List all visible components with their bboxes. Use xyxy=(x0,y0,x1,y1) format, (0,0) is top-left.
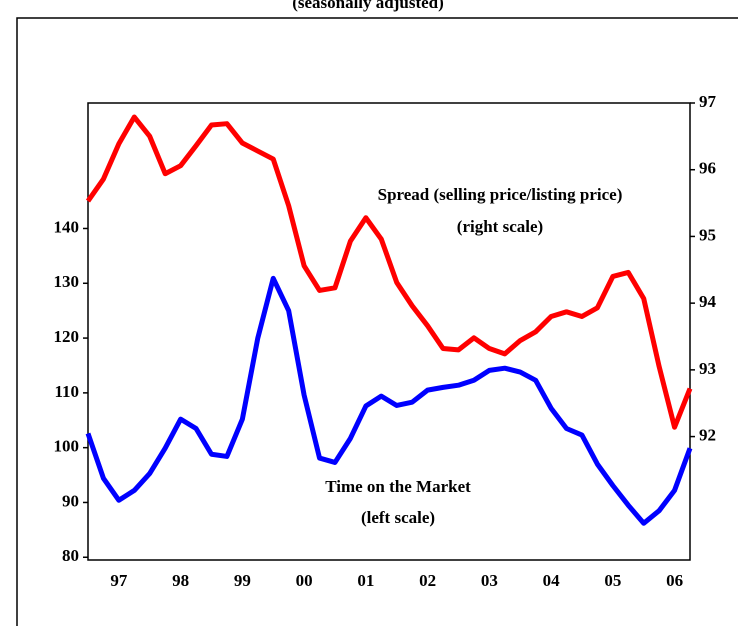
series-line xyxy=(85,114,693,430)
x-tick-label: 05 xyxy=(604,571,621,590)
y-tick-label: 100 xyxy=(54,437,80,456)
x-tick-label: 97 xyxy=(110,571,128,590)
annotation: Spread (selling price/listing price) xyxy=(378,185,623,204)
x-tick-label: 04 xyxy=(543,571,561,590)
x-tick-label: 06 xyxy=(666,571,683,590)
x-tick-label: 01 xyxy=(357,571,374,590)
y2-tick-label: 95 xyxy=(699,225,716,244)
annotation: (left scale) xyxy=(361,508,435,527)
annotation: Time on the Market xyxy=(325,477,471,496)
y-tick-label: 90 xyxy=(62,491,79,510)
y-tick-label: 110 xyxy=(54,382,79,401)
y2-tick-label: 97 xyxy=(699,92,717,111)
y-tick-label: 140 xyxy=(54,217,80,236)
y2-tick-label: 96 xyxy=(699,159,716,178)
y-tick-label: 130 xyxy=(54,272,80,291)
x-tick-label: 03 xyxy=(481,571,498,590)
y2-tick-label: 92 xyxy=(699,425,716,444)
y2-tick-label: 93 xyxy=(699,359,716,378)
x-tick-label: 00 xyxy=(296,571,313,590)
annotation: (right scale) xyxy=(457,217,543,236)
plot-area xyxy=(87,102,691,561)
y-tick-label: 120 xyxy=(54,327,80,346)
x-tick-label: 02 xyxy=(419,571,436,590)
y-tick-label: 80 xyxy=(62,546,79,565)
x-tick-label: 98 xyxy=(172,571,189,590)
frame xyxy=(16,17,738,626)
chart-subtitle: (seasonally adjusted) xyxy=(292,0,444,12)
x-tick-label: 99 xyxy=(234,571,251,590)
y2-tick-label: 94 xyxy=(699,292,717,311)
series-line xyxy=(85,275,693,526)
